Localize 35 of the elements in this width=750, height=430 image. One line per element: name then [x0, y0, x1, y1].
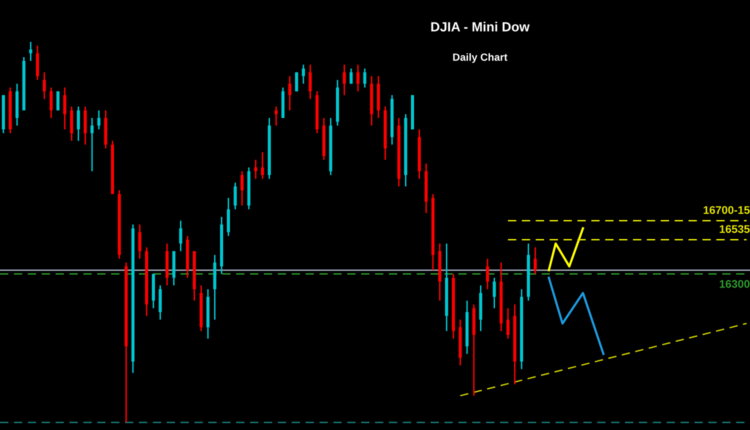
series-label: 16535 — [720, 225, 750, 233]
candlestick — [50, 86, 53, 119]
candlestick — [63, 86, 66, 130]
candlestick — [295, 72, 298, 92]
candlestick — [158, 284, 162, 320]
candlestick — [342, 64, 346, 96]
candlestick — [260, 152, 264, 180]
candlestick — [302, 64, 305, 84]
chart-title: DJIA - Mini Dow — [431, 22, 530, 32]
candlestick — [90, 117, 94, 172]
candlestick — [363, 68, 366, 88]
candlestick — [138, 224, 142, 260]
candlestick — [288, 75, 292, 112]
candlestick — [76, 106, 80, 142]
candlestick — [234, 182, 237, 210]
candlestick — [70, 106, 74, 142]
candlestick — [240, 170, 244, 206]
candlestick — [97, 110, 100, 130]
candlestick — [179, 220, 182, 252]
candlestick — [486, 258, 490, 290]
candlestick — [36, 44, 40, 81]
annotation: 16300 — [720, 280, 750, 288]
candlestick — [506, 308, 510, 340]
candlestick — [56, 90, 60, 112]
candlestick — [84, 106, 87, 146]
candlestick — [226, 197, 230, 237]
candlestick — [350, 68, 353, 84]
candlestick — [356, 64, 360, 92]
candlestick — [534, 246, 537, 275]
candlestick — [308, 64, 312, 100]
series-label: 16700-15 — [704, 206, 750, 214]
candlestick — [29, 41, 32, 62]
text: Daily Chart — [453, 53, 508, 63]
candlestick — [492, 277, 496, 309]
candlestick — [42, 72, 46, 100]
